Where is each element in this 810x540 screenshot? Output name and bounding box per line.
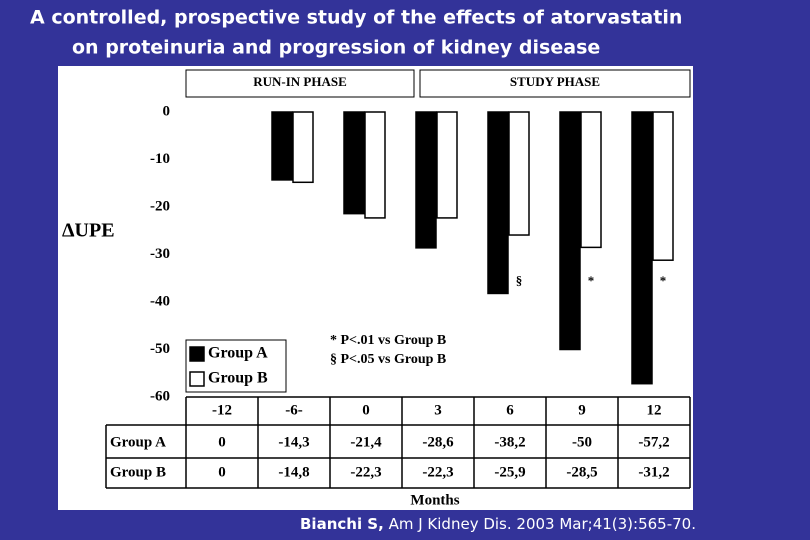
- table-cell: -25,9: [494, 464, 525, 480]
- bar: [631, 111, 653, 385]
- bar: [271, 111, 293, 181]
- phase-box: [185, 69, 415, 98]
- bar-note: §: [516, 273, 523, 288]
- y-tick-label: -60: [150, 388, 170, 404]
- legend-label: Group A: [208, 345, 268, 362]
- bar: [580, 111, 602, 249]
- note: § P<.05 vs Group B: [330, 352, 446, 367]
- table-cell: -50: [572, 434, 592, 450]
- citation-author: Bianchi S,: [300, 515, 384, 533]
- table-cell: -28,6: [422, 434, 454, 450]
- legend-swatch: [189, 346, 205, 362]
- x-tick-label: 12: [647, 402, 662, 418]
- bar: [436, 111, 458, 219]
- y-tick-label: -30: [150, 246, 170, 262]
- table-cell: -14,3: [278, 434, 309, 450]
- citation: Bianchi S, Am J Kidney Dis. 2003 Mar;41(…: [300, 515, 696, 533]
- x-tick-label: 0: [362, 402, 370, 418]
- x-axis-label: Months: [410, 492, 459, 508]
- y-axis-label: ΔUPE: [62, 220, 115, 242]
- x-tick-label: 9: [578, 402, 586, 418]
- x-tick-label: 6: [506, 402, 514, 418]
- table-grid: [105, 396, 691, 489]
- title-line: on proteinuria and progression of kidney…: [72, 37, 600, 59]
- bar: [292, 111, 314, 184]
- bar: [415, 111, 437, 249]
- table-cell: -14,8: [278, 464, 309, 480]
- x-tick-label: -6-: [285, 402, 303, 418]
- bar-note: *: [588, 273, 595, 288]
- table-cell: 0: [218, 434, 226, 450]
- bar: [508, 111, 530, 236]
- table-row-label: Group B: [110, 464, 166, 480]
- title-line: A controlled, prospective study of the e…: [30, 7, 682, 29]
- bar: [364, 111, 386, 219]
- y-tick-label: -40: [150, 293, 170, 309]
- table-cell: 0: [218, 464, 226, 480]
- y-tick-label: -50: [150, 341, 170, 357]
- note: * P<.01 vs Group B: [330, 333, 446, 348]
- table-cell: -21,4: [350, 434, 382, 450]
- x-tick-label: 3: [434, 402, 442, 418]
- y-tick-label: -10: [150, 151, 170, 167]
- y-tick-label: 0: [163, 103, 171, 119]
- table-cell: -22,3: [350, 464, 381, 480]
- bar: [487, 111, 509, 295]
- legend-swatch: [189, 371, 205, 387]
- bar: [343, 111, 365, 215]
- table-cell: -22,3: [422, 464, 453, 480]
- table-cell: -28,5: [566, 464, 597, 480]
- table-cell: -38,2: [494, 434, 525, 450]
- bar-note: *: [660, 273, 667, 288]
- table-row-label: Group A: [110, 434, 166, 450]
- x-tick-label: -12: [212, 402, 232, 418]
- bar: [652, 111, 674, 261]
- phase-label: STUDY PHASE: [510, 74, 600, 89]
- legend-box: [185, 339, 287, 393]
- y-tick-label: -20: [150, 198, 170, 214]
- bar: [559, 111, 581, 351]
- table-cell: -57,2: [638, 434, 669, 450]
- table-cell: -31,2: [638, 464, 669, 480]
- phase-label: RUN-IN PHASE: [253, 74, 347, 89]
- legend-label: Group B: [208, 370, 268, 387]
- phase-box: [419, 69, 691, 98]
- citation-source: Am J Kidney Dis. 2003 Mar;41(3):565-70.: [389, 515, 696, 533]
